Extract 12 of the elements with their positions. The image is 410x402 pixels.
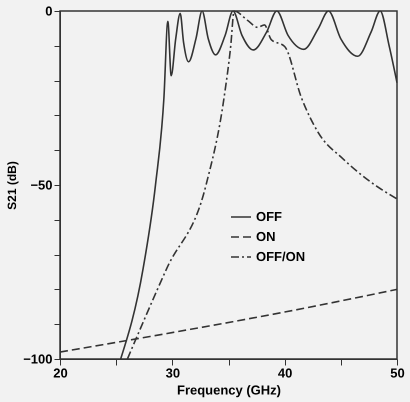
x-axis-title: Frequency (GHz) — [176, 382, 282, 398]
y-tick-label: −100 — [23, 352, 52, 366]
y-axis-title: S21 (dB) — [5, 161, 20, 210]
y-tick-label: −50 — [30, 178, 52, 192]
x-tick-label: 30 — [166, 366, 180, 380]
x-tick-label: 20 — [53, 366, 68, 380]
legend-label: ON — [256, 229, 276, 244]
y-tick-label: 0 — [45, 4, 52, 18]
x-tick-label: 40 — [278, 366, 292, 380]
legend-label: OFF/ON — [256, 249, 306, 264]
x-tick-label: 50 — [390, 366, 405, 380]
legend-label: OFF — [256, 209, 282, 224]
